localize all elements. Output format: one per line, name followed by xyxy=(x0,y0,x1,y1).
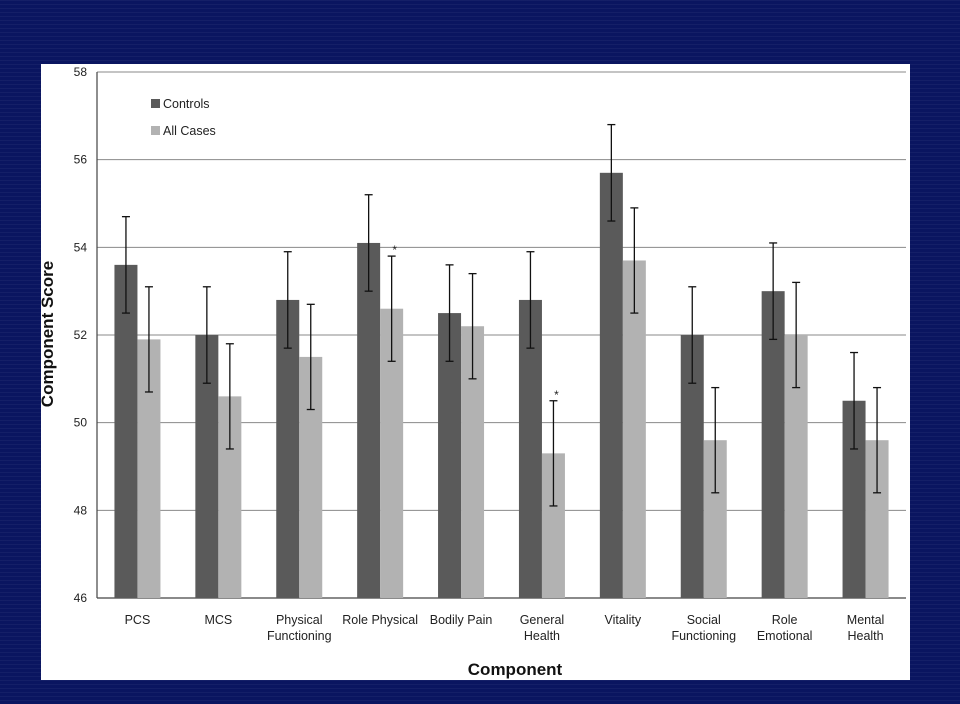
bar xyxy=(276,299,300,598)
bar xyxy=(380,308,404,598)
bar xyxy=(703,440,727,598)
bar xyxy=(137,339,161,598)
y-tick-label: 50 xyxy=(74,416,88,430)
x-tick-label: Role Emotional xyxy=(757,613,813,643)
legend-label: All Cases xyxy=(163,124,216,138)
x-axis-title: Component xyxy=(468,660,563,679)
legend: Controls All Cases xyxy=(151,97,216,138)
bar xyxy=(438,313,462,598)
x-tick-label: MCS xyxy=(204,613,232,627)
y-tick-label: 54 xyxy=(74,240,88,254)
legend-label: Controls xyxy=(163,97,210,111)
bar xyxy=(541,453,565,598)
x-tick-label: Physical Functioning xyxy=(267,613,332,643)
x-category-labels: PCS MCS Physical Functioning Role Physical Bo… xyxy=(125,613,885,643)
bar xyxy=(865,440,889,598)
bar xyxy=(784,335,808,598)
chart-panel: 46 48 50 52 54 56 58 * * PCS MCS Physical Function… xyxy=(41,64,910,680)
bar xyxy=(218,396,242,598)
x-tick-label: Social Functioning xyxy=(671,613,736,643)
y-tick-label: 46 xyxy=(74,591,88,605)
y-axis-title: Component Score xyxy=(41,261,57,407)
x-tick-label: General Health xyxy=(520,613,564,643)
y-tick-label: 52 xyxy=(74,328,88,342)
x-tick-label: Mental Health xyxy=(847,613,885,643)
bar xyxy=(761,291,785,598)
legend-swatch xyxy=(151,99,160,108)
bar xyxy=(195,335,219,598)
x-tick-label: Bodily Pain xyxy=(430,613,493,627)
bar xyxy=(518,299,542,598)
bar xyxy=(357,242,381,598)
y-tick-labels: 46 48 50 52 54 56 58 xyxy=(74,65,88,605)
bar xyxy=(114,264,138,598)
error-bars xyxy=(121,123,882,507)
y-tick-label: 56 xyxy=(74,153,88,167)
bar xyxy=(299,356,323,598)
y-tick-label: 58 xyxy=(74,65,88,79)
x-tick-label: Vitality xyxy=(605,613,642,627)
significance-marks: ** xyxy=(392,243,559,402)
bar xyxy=(599,172,623,599)
legend-swatch xyxy=(151,126,160,135)
bar xyxy=(680,335,704,598)
x-tick-label: Role Physical xyxy=(342,613,418,627)
y-tick-label: 48 xyxy=(74,503,88,517)
significance-mark: * xyxy=(392,243,397,257)
bars xyxy=(114,172,889,599)
x-tick-label: PCS xyxy=(125,613,151,627)
significance-mark: * xyxy=(554,388,559,402)
bar xyxy=(842,400,866,598)
bar xyxy=(622,260,646,598)
bar xyxy=(461,326,485,598)
